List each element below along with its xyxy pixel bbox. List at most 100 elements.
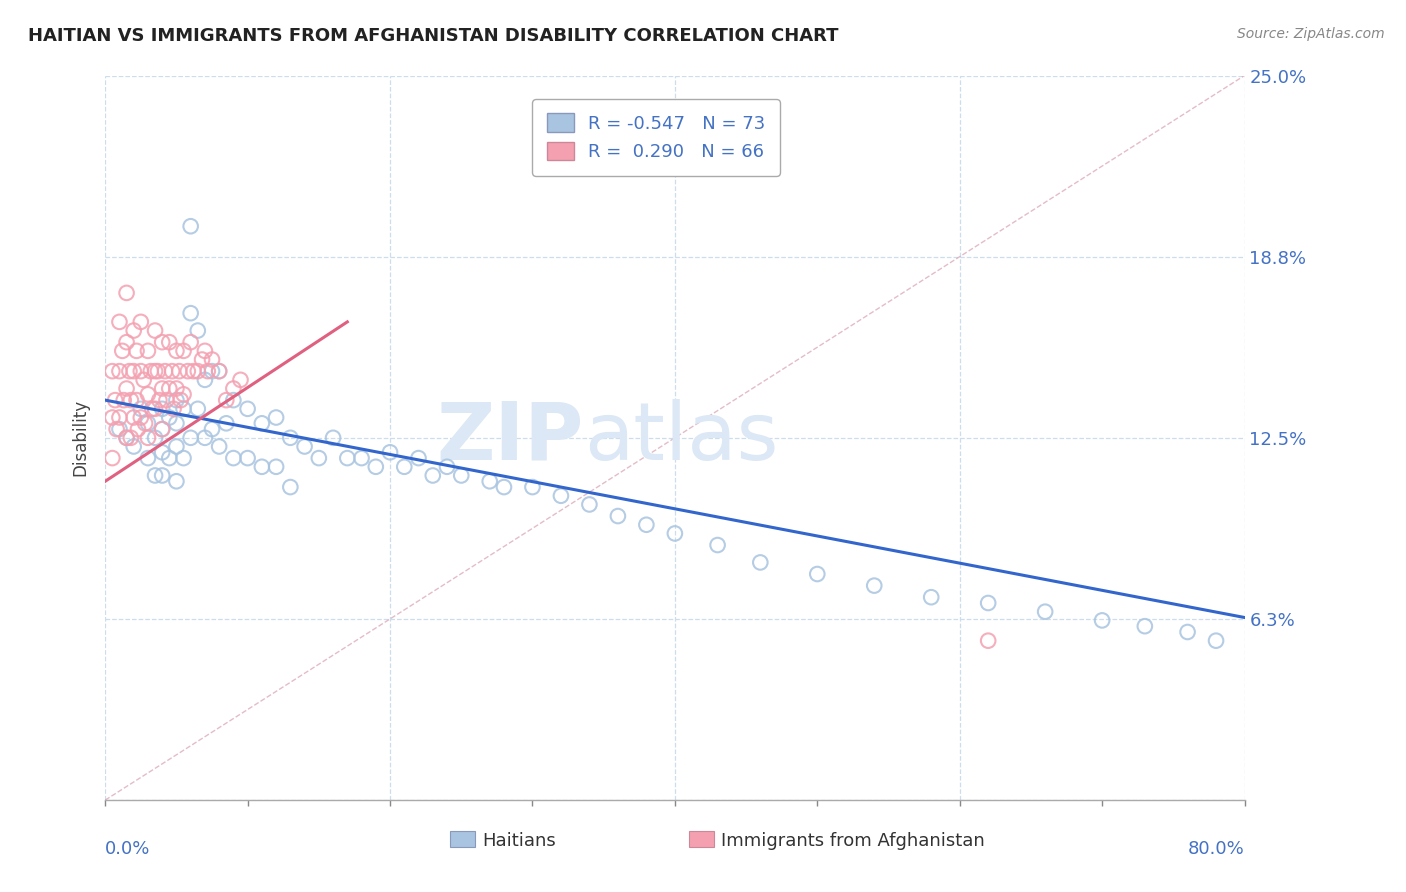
Point <box>101 451 124 466</box>
Point <box>143 324 166 338</box>
Point <box>1091 614 1114 628</box>
Point <box>136 417 159 431</box>
Point <box>636 517 658 532</box>
Point <box>146 364 169 378</box>
Legend: R = -0.547   N = 73, R =  0.290   N = 66: R = -0.547 N = 73, R = 0.290 N = 66 <box>531 99 780 176</box>
Point <box>478 475 501 489</box>
Point <box>177 364 200 378</box>
Point <box>280 431 302 445</box>
Point <box>436 459 458 474</box>
Point <box>1205 633 1227 648</box>
Point <box>122 410 145 425</box>
Point <box>308 451 330 466</box>
Point <box>104 393 127 408</box>
Point <box>150 468 173 483</box>
Point <box>120 431 142 445</box>
Point <box>157 335 180 350</box>
Point <box>165 417 187 431</box>
Point <box>136 387 159 401</box>
Point <box>148 393 170 408</box>
Point <box>155 393 177 408</box>
Point <box>150 335 173 350</box>
Point <box>129 364 152 378</box>
Point <box>165 382 187 396</box>
Point <box>129 410 152 425</box>
Point <box>977 596 1000 610</box>
Text: Immigrants from Afghanistan: Immigrants from Afghanistan <box>721 832 986 850</box>
Point <box>408 451 430 466</box>
Point <box>112 393 135 408</box>
Point <box>127 422 149 436</box>
Point <box>143 468 166 483</box>
Point <box>606 509 628 524</box>
Point <box>143 364 166 378</box>
Point <box>378 445 401 459</box>
Point <box>139 364 162 378</box>
Point <box>157 410 180 425</box>
Point <box>201 352 224 367</box>
Point <box>122 364 145 378</box>
Text: Haitians: Haitians <box>482 832 555 850</box>
Point <box>806 567 828 582</box>
Point <box>165 393 187 408</box>
Point <box>201 364 224 378</box>
Point <box>180 219 202 234</box>
Point <box>222 382 245 396</box>
Point <box>977 633 1000 648</box>
Point <box>492 480 515 494</box>
Point <box>250 459 273 474</box>
Point <box>136 451 159 466</box>
Point <box>208 364 231 378</box>
Point <box>183 364 205 378</box>
Point <box>920 591 942 605</box>
Point <box>180 335 202 350</box>
Point <box>706 538 728 552</box>
Point <box>550 489 572 503</box>
Text: 80.0%: 80.0% <box>1188 840 1244 858</box>
Point <box>157 451 180 466</box>
Point <box>169 364 191 378</box>
Point <box>150 422 173 436</box>
Point <box>129 401 152 416</box>
Point <box>578 498 600 512</box>
Point <box>364 459 387 474</box>
Point <box>170 393 193 408</box>
Point <box>160 364 183 378</box>
Point <box>208 440 231 454</box>
Point <box>187 324 209 338</box>
Point <box>222 451 245 466</box>
Point <box>132 373 155 387</box>
Point <box>101 364 124 378</box>
Point <box>153 364 176 378</box>
Point <box>120 393 142 408</box>
Point <box>173 451 195 466</box>
Point <box>180 306 202 320</box>
Point <box>122 324 145 338</box>
Point <box>1033 605 1056 619</box>
Point <box>194 373 217 387</box>
Point <box>165 343 187 358</box>
Point <box>522 480 544 494</box>
Point <box>143 431 166 445</box>
Text: 0.0%: 0.0% <box>105 840 150 858</box>
Point <box>215 393 238 408</box>
Point <box>280 480 302 494</box>
Point <box>250 417 273 431</box>
Point <box>264 459 287 474</box>
Y-axis label: Disability: Disability <box>72 400 89 476</box>
Point <box>187 364 209 378</box>
Text: ZIP: ZIP <box>436 399 583 477</box>
Point <box>222 393 245 408</box>
Point <box>129 315 152 329</box>
Point <box>165 440 187 454</box>
Point <box>136 431 159 445</box>
Point <box>197 364 219 378</box>
Point <box>201 422 224 436</box>
Point <box>863 579 886 593</box>
Point <box>194 431 217 445</box>
Point <box>422 468 444 483</box>
Point <box>122 440 145 454</box>
Point <box>162 401 184 416</box>
Point <box>115 335 138 350</box>
Point <box>173 401 195 416</box>
